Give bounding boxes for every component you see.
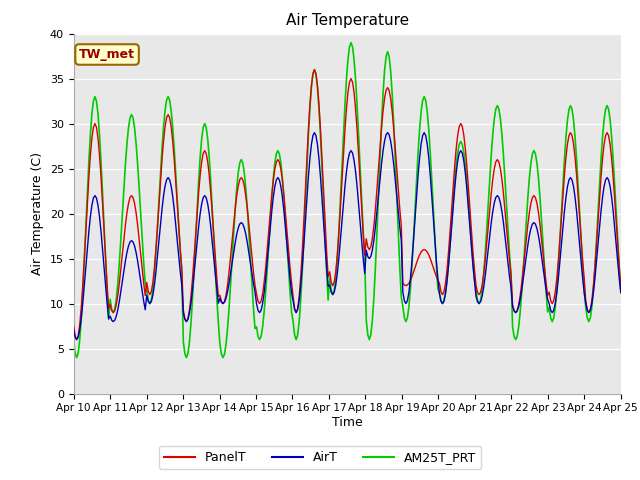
Legend: PanelT, AirT, AM25T_PRT: PanelT, AirT, AM25T_PRT xyxy=(159,446,481,469)
Title: Air Temperature: Air Temperature xyxy=(285,13,409,28)
X-axis label: Time: Time xyxy=(332,416,363,429)
Text: TW_met: TW_met xyxy=(79,48,135,61)
Y-axis label: Air Temperature (C): Air Temperature (C) xyxy=(31,152,44,275)
